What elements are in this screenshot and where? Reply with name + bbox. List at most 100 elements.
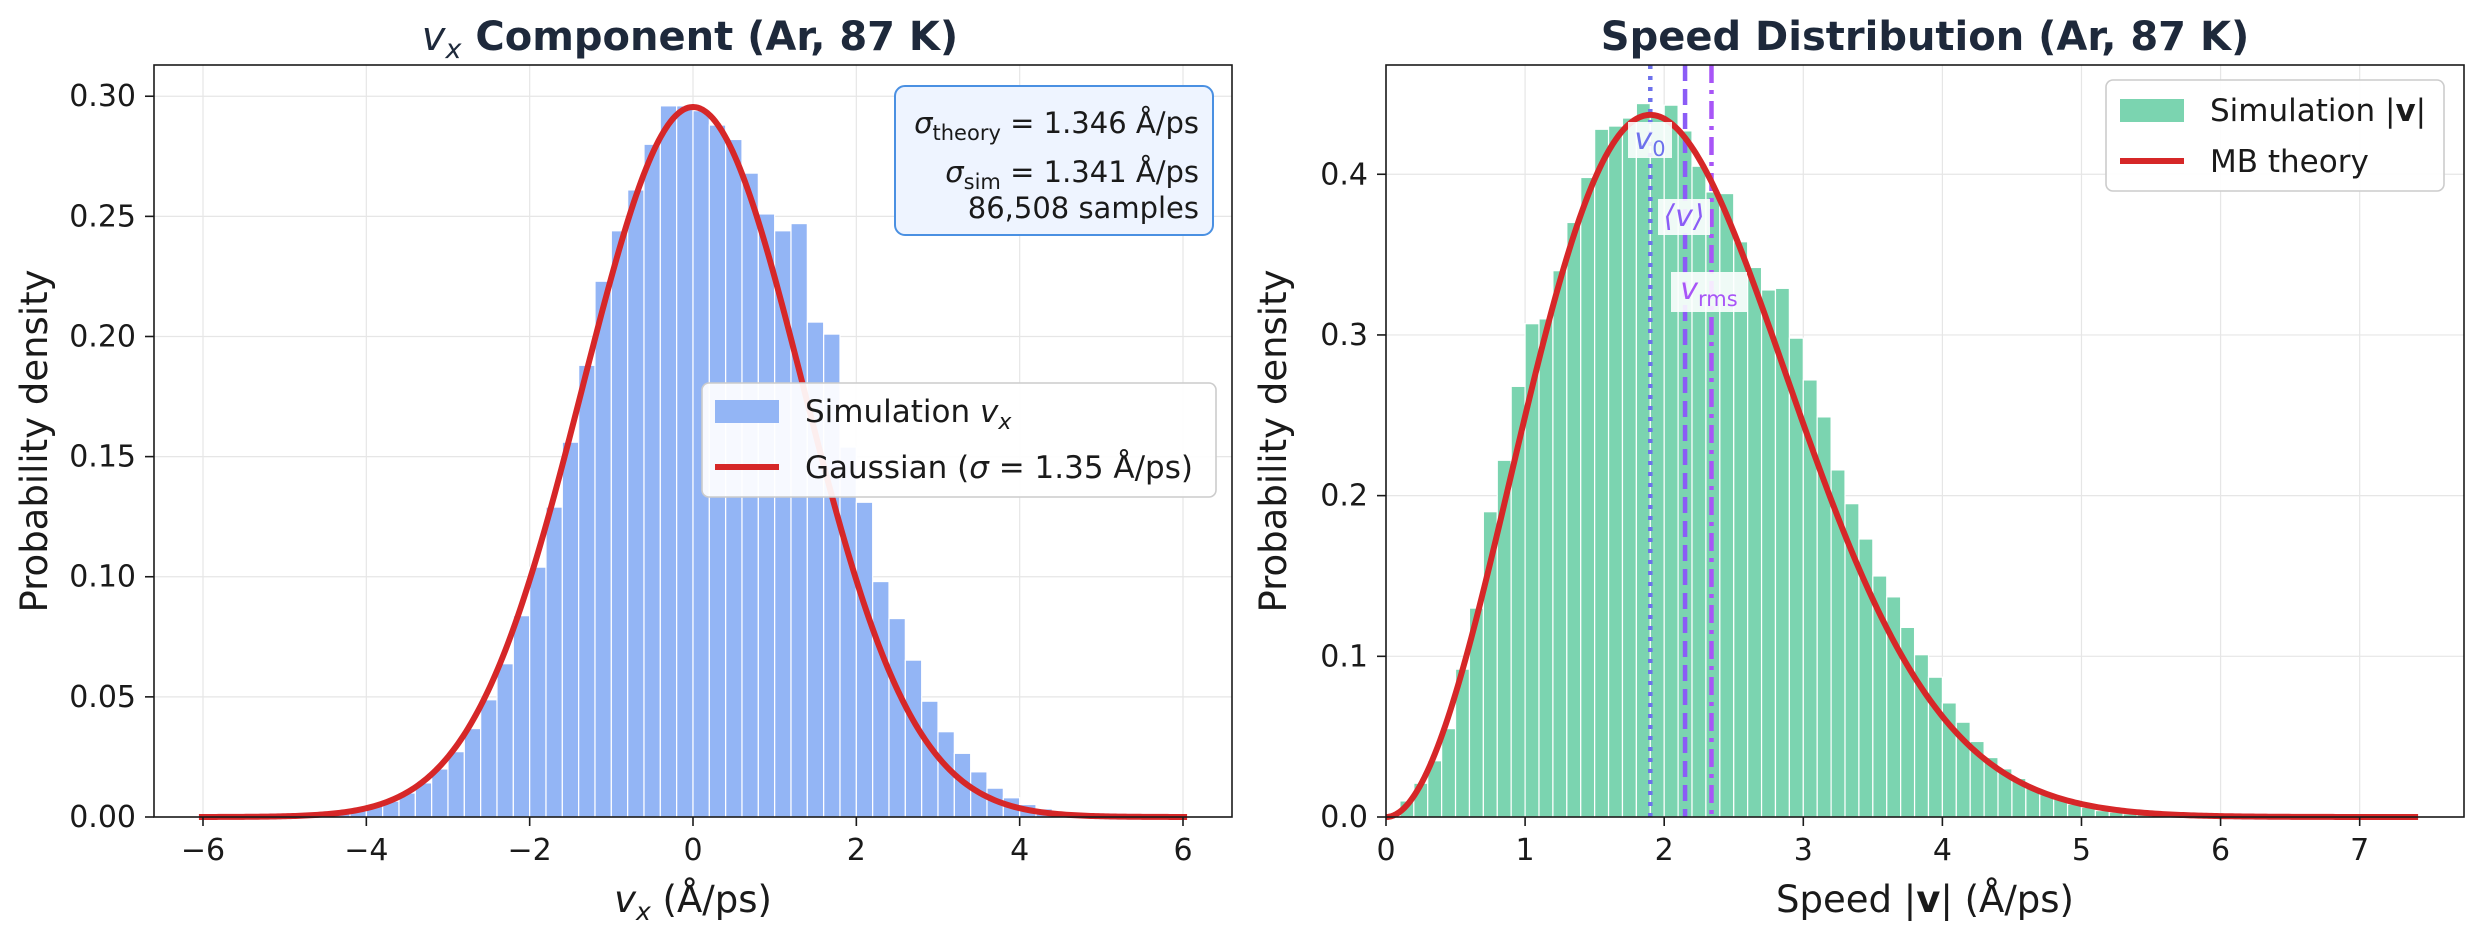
- histogram-bar: [545, 506, 563, 818]
- speed-panel-title: Speed Distribution (Ar, 87 K): [1601, 14, 2249, 60]
- histogram-bar: [1566, 221, 1582, 818]
- y-tick-label: 0.4: [1320, 157, 1368, 192]
- simulation-legend-swatch: [715, 400, 779, 423]
- histogram-bar: [1733, 241, 1749, 818]
- histogram-bar: [431, 768, 449, 818]
- x-tick-label: 0: [683, 833, 702, 868]
- speed-histogram: [1399, 102, 2194, 818]
- mean-speed-label: ⟨v⟩: [1663, 199, 1704, 234]
- x-tick-label: −2: [508, 833, 552, 868]
- histogram-bar: [1607, 125, 1624, 818]
- x-tick-label: 1: [1516, 833, 1535, 868]
- histogram-bar: [790, 222, 808, 818]
- v0-label: v0: [1634, 122, 1665, 161]
- speed-simulation-legend-swatch: [2120, 99, 2184, 122]
- y-tick-label: 0.10: [69, 560, 136, 595]
- stats-annotation: σtheory = 1.346 Å/ps σsim = 1.341 Å/ps 8…: [894, 85, 1214, 236]
- y-tick-label: 0.05: [69, 680, 136, 715]
- histogram-bar: [921, 700, 939, 818]
- gaussian-curve: [198, 104, 1188, 820]
- speed-legend-box: [2105, 79, 2445, 192]
- vx-panel-title: vx Component (Ar, 87 K): [422, 14, 958, 65]
- speed-x-ticks: 0 1 2 3 4 5 6 7: [1376, 817, 2369, 868]
- histogram-bar: [480, 699, 498, 818]
- y-tick-label: 0.1: [1320, 639, 1368, 674]
- y-tick-label: 0.20: [69, 319, 136, 354]
- vx-panel: vx Component (Ar, 87 K) −6 −4 −2 0 2 4 6 0.000…: [13, 14, 1233, 926]
- x-tick-label: 4: [1933, 833, 1952, 868]
- x-tick-label: 5: [2072, 833, 2091, 868]
- histogram-bar: [512, 615, 531, 818]
- histogram-bar: [1691, 165, 1707, 818]
- histogram-bar: [1552, 270, 1568, 818]
- histogram-bar: [463, 727, 482, 818]
- x-tick-label: 7: [2350, 833, 2369, 868]
- vx-legend: Simulation vx Gaussian (σ = 1.35 Å/ps): [701, 382, 1217, 498]
- vx-legend-box: [701, 382, 1217, 498]
- speed-y-ticks: 0.0 0.1 0.2 0.3 0.4: [1320, 157, 1386, 835]
- vx-x-ticks: −6 −4 −2 0 2 4 6: [181, 817, 1193, 868]
- histogram-bar: [610, 230, 629, 818]
- histogram-bar: [1621, 117, 1637, 818]
- x-tick-label: 2: [1655, 833, 1674, 868]
- mean-label-bg: [1658, 199, 1710, 235]
- sigma-theory-text: σtheory = 1.346 Å/ps: [914, 106, 1199, 145]
- y-tick-label: 0.3: [1320, 318, 1368, 353]
- histogram-bar: [872, 580, 890, 818]
- y-tick-label: 0.00: [69, 800, 136, 835]
- vx-y-axis-label: Probability density: [13, 269, 56, 612]
- x-tick-label: 6: [2211, 833, 2230, 868]
- sample-count-text: 86,508 samples: [968, 191, 1199, 225]
- histogram-bar: [659, 105, 678, 818]
- histogram-bar: [1747, 266, 1763, 818]
- sigma-sim-text: σsim = 1.341 Å/ps: [945, 155, 1199, 194]
- speed-legend: Simulation |v| MB theory: [2105, 79, 2445, 192]
- histogram-bar: [1441, 728, 1457, 818]
- histogram-bar: [888, 617, 906, 818]
- x-tick-label: −4: [344, 833, 388, 868]
- y-tick-label: 0.0: [1320, 800, 1368, 835]
- histogram-bar: [1538, 318, 1554, 818]
- stats-annotation-box: [894, 85, 1214, 236]
- x-tick-label: −6: [181, 833, 225, 868]
- speed-panel: Speed Distribution (Ar, 87 K) 0 1 2 3 4 5 6 7 0…: [1252, 14, 2465, 921]
- gaussian-legend-label: Gaussian (σ = 1.35 Å/ps): [805, 450, 1193, 486]
- vrms-label: vrms: [1680, 272, 1737, 311]
- vx-x-axis-label: vx (Å/ps): [614, 877, 772, 926]
- reference-lines: [1648, 65, 1714, 817]
- histogram-bar: [1594, 128, 1610, 818]
- histogram-bar: [855, 501, 874, 818]
- histogram-bar: [594, 280, 612, 818]
- histogram-bar: [904, 659, 923, 818]
- y-tick-label: 0.15: [69, 440, 136, 475]
- x-tick-label: 4: [1010, 833, 1029, 868]
- histogram-bar: [676, 105, 694, 818]
- y-tick-label: 0.25: [69, 199, 136, 234]
- speed-axes-frame: [1385, 64, 2465, 818]
- histogram-bar: [627, 189, 645, 818]
- histogram-bar: [757, 213, 776, 818]
- v0-label-bg: [1628, 122, 1672, 158]
- histogram-bar: [1760, 289, 1777, 818]
- histogram-bar: [447, 751, 465, 818]
- speed-y-axis-label: Probability density: [1252, 269, 1295, 612]
- y-tick-label: 0.30: [69, 79, 136, 114]
- x-tick-label: 0: [1376, 833, 1395, 868]
- x-tick-label: 6: [1173, 833, 1192, 868]
- histogram-bar: [1580, 176, 1596, 818]
- histogram-bar: [529, 566, 547, 818]
- histogram-bar: [578, 364, 596, 818]
- histogram-bar: [643, 143, 661, 818]
- speed-simulation-legend-label: Simulation |v|: [2210, 93, 2426, 129]
- x-tick-label: 2: [847, 833, 866, 868]
- speed-x-axis-label: Speed |v| (Å/ps): [1776, 877, 2074, 921]
- histogram-bar: [839, 446, 857, 818]
- simulation-legend-label: Simulation vx: [805, 394, 1012, 435]
- histogram-bar: [561, 441, 580, 818]
- histogram-bar: [496, 663, 514, 818]
- vrms-label-bg: [1671, 272, 1747, 312]
- reference-line-labels: v0 ⟨v⟩ vrms: [1628, 122, 1747, 312]
- vx-y-ticks: 0.00 0.05 0.10 0.15 0.20 0.25 0.30: [69, 79, 154, 835]
- mb-legend-label: MB theory: [2210, 144, 2369, 180]
